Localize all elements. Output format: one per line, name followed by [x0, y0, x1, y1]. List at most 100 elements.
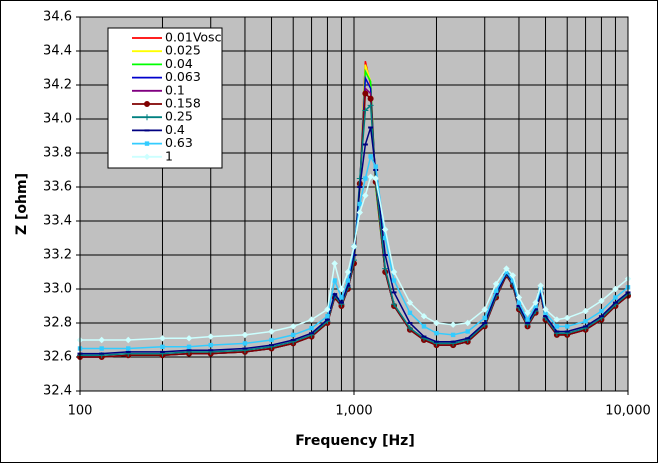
y-tick-label: 33.6: [43, 180, 72, 195]
marker: [308, 316, 315, 323]
y-tick-label: 34.4: [43, 44, 72, 59]
marker: [160, 344, 165, 349]
marker: [532, 299, 539, 306]
marker: [143, 153, 151, 160]
marker: [613, 295, 618, 300]
marker: [599, 308, 604, 314]
marker: [533, 303, 538, 309]
marker: [516, 300, 522, 305]
marker: [537, 282, 544, 289]
marker: [367, 173, 374, 180]
y-tick-label: 32.6: [43, 350, 72, 365]
marker: [583, 319, 588, 324]
marker: [345, 278, 351, 283]
marker: [208, 342, 213, 348]
marker: [309, 325, 314, 331]
marker: [510, 278, 516, 283]
legend-label: 0.025: [165, 43, 201, 58]
marker: [465, 329, 470, 334]
marker: [421, 324, 427, 329]
marker: [382, 226, 389, 233]
legend-label: 0.063: [165, 69, 201, 84]
marker: [493, 288, 499, 293]
marker: [504, 269, 509, 275]
marker: [391, 278, 397, 283]
marker: [368, 154, 373, 159]
legend-label: 0.25: [165, 109, 193, 124]
marker: [269, 337, 274, 343]
y-tick-label: 33.4: [43, 214, 72, 229]
marker: [482, 315, 487, 321]
marker: [350, 243, 358, 250]
marker: [524, 309, 531, 316]
legend-label: 0.1: [165, 82, 185, 97]
legend-label: 0.01Vosc: [165, 30, 222, 45]
marker: [331, 260, 338, 267]
y-tick-label: 33.2: [43, 248, 72, 263]
marker: [357, 201, 363, 207]
marker: [144, 101, 150, 107]
marker: [420, 313, 428, 320]
marker: [391, 301, 398, 308]
marker: [144, 114, 150, 121]
marker: [612, 285, 619, 293]
marker: [449, 321, 457, 328]
y-axis-title: Z [ohm]: [14, 173, 30, 235]
marker: [339, 295, 344, 300]
x-tick-label: 100: [68, 404, 93, 419]
marker: [407, 310, 413, 315]
marker: [373, 164, 378, 169]
plot-border: [79, 16, 629, 392]
marker: [144, 141, 150, 146]
marker: [543, 310, 548, 315]
legend-label: 0.04: [165, 56, 193, 71]
y-tick-label: 34.6: [43, 10, 72, 25]
marker: [406, 325, 413, 332]
marker: [125, 336, 132, 344]
marker: [433, 319, 440, 327]
marker: [338, 285, 345, 293]
legend-label: 0.63: [165, 135, 193, 150]
marker: [186, 344, 192, 349]
legend-label: 1: [165, 148, 173, 163]
marker: [344, 268, 352, 276]
marker: [362, 90, 369, 97]
y-tick-label: 32.8: [43, 316, 72, 331]
marker: [242, 341, 248, 346]
marker: [372, 175, 379, 182]
marker: [363, 176, 368, 181]
x-axis-title: Frequency [Hz]: [295, 433, 414, 449]
marker: [542, 306, 549, 313]
marker: [554, 324, 560, 329]
marker: [598, 297, 605, 305]
x-tick-label: 1,000: [335, 404, 372, 419]
legend-label: 0.4: [165, 122, 185, 137]
marker: [564, 314, 571, 322]
marker: [98, 336, 105, 344]
marker: [565, 324, 570, 329]
marker: [356, 209, 364, 216]
marker: [325, 314, 330, 319]
marker: [159, 335, 166, 342]
marker: [492, 280, 500, 288]
marker: [434, 331, 439, 336]
marker: [509, 272, 517, 279]
legend-box: [107, 27, 223, 169]
marker: [207, 333, 214, 340]
marker: [185, 335, 193, 342]
marker: [362, 107, 369, 114]
marker: [241, 331, 249, 339]
marker: [356, 175, 363, 182]
marker: [503, 265, 510, 272]
x-tick-label: 10,000: [605, 404, 651, 419]
y-tick-label: 33.8: [43, 146, 72, 161]
marker: [515, 294, 523, 301]
marker: [332, 278, 337, 283]
marker: [290, 323, 297, 330]
marker: [383, 235, 388, 241]
marker: [99, 346, 104, 351]
marker: [481, 306, 488, 313]
marker: [450, 332, 456, 338]
marker: [126, 346, 131, 351]
marker: [464, 319, 471, 327]
